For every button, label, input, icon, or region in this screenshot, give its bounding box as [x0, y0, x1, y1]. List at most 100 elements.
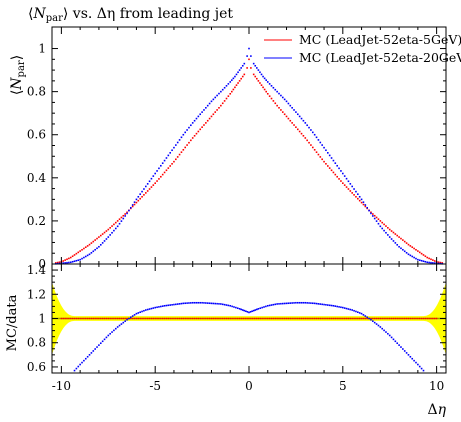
data-point-red	[383, 223, 385, 226]
data-point-red	[385, 225, 387, 227]
data-point-red	[171, 163, 173, 165]
data-point-red	[241, 75, 244, 78]
ratio-point-red	[268, 317, 271, 320]
ratio-point-red	[300, 317, 303, 320]
ratio-point-red	[220, 317, 222, 320]
ratio-point-red	[143, 317, 145, 320]
data-point-red	[250, 67, 252, 69]
data-point-red	[377, 218, 380, 220]
data-point-blue	[150, 177, 153, 180]
data-point-blue	[334, 162, 337, 164]
ratio-point-red	[334, 317, 336, 320]
data-point-red	[148, 188, 151, 190]
ratio-point-red	[154, 317, 156, 320]
ratio-point-red	[182, 317, 185, 320]
ratio-point-blue	[171, 304, 173, 306]
data-point-red	[201, 126, 203, 128]
data-point-red	[364, 205, 367, 208]
ratio-point-red	[203, 317, 205, 320]
ratio-point-blue	[118, 324, 121, 327]
data-point-blue	[274, 88, 277, 91]
ratio-point-blue	[291, 302, 293, 304]
ratio-point-red	[370, 317, 372, 320]
ratio-point-blue	[349, 308, 352, 311]
data-point-red	[418, 251, 421, 254]
ratio-point-blue	[304, 301, 307, 304]
data-point-red	[99, 234, 102, 237]
ratio-point-blue	[330, 304, 333, 307]
data-point-blue	[338, 167, 340, 170]
ratio-point-red	[199, 317, 201, 320]
data-point-blue	[208, 102, 211, 105]
data-point-red	[173, 160, 175, 163]
ratio-point-red	[317, 317, 320, 320]
ratio-point-blue	[340, 306, 342, 309]
data-point-blue	[366, 206, 368, 209]
ratio-point-red	[141, 317, 143, 320]
data-point-blue	[377, 222, 380, 225]
data-point-blue	[358, 195, 361, 198]
ratio-point-blue	[372, 320, 374, 322]
ratio-point-red	[434, 317, 436, 320]
data-point-blue	[347, 180, 350, 183]
ratio-point-red	[379, 317, 382, 320]
data-point-blue	[229, 81, 232, 83]
data-point-red	[433, 260, 436, 262]
ratio-point-blue	[272, 303, 275, 306]
ratio-point-blue	[206, 302, 209, 304]
ratio-point-red	[145, 317, 147, 320]
ratio-point-blue	[287, 302, 290, 305]
ratio-point-blue	[214, 302, 217, 305]
y-tick-label: 0	[38, 257, 46, 271]
ratio-point-blue	[199, 301, 202, 304]
data-point-blue	[302, 119, 305, 122]
data-point-blue	[122, 217, 125, 220]
ratio-point-blue	[175, 303, 177, 306]
data-point-blue	[298, 115, 301, 118]
data-point-blue	[101, 242, 104, 244]
x-tick-label: -5	[149, 379, 161, 393]
ratio-point-blue	[218, 303, 220, 305]
ratio-point-red	[212, 317, 215, 320]
x-tick-label: 10	[429, 379, 444, 393]
data-point-red	[293, 124, 295, 126]
data-point-blue	[295, 111, 297, 113]
data-point-red	[272, 100, 275, 102]
data-point-red	[158, 178, 160, 180]
data-point-blue	[375, 220, 378, 222]
ratio-point-blue	[317, 303, 320, 305]
ratio-point-red	[207, 317, 209, 320]
ratio-point-blue	[73, 369, 76, 372]
data-point-blue	[385, 231, 387, 234]
ratio-point-blue	[143, 309, 145, 312]
data-point-blue	[243, 62, 246, 65]
data-point-blue	[197, 115, 200, 118]
ratio-point-blue	[289, 302, 292, 304]
ratio-point-red	[171, 317, 173, 320]
data-point-red	[304, 137, 307, 139]
ratio-point-blue	[201, 301, 203, 304]
ratio-point-blue	[413, 359, 415, 362]
data-point-blue	[128, 209, 130, 212]
data-point-blue	[426, 261, 429, 264]
data-point-red	[195, 132, 198, 135]
data-point-blue	[332, 159, 335, 162]
data-point-blue	[262, 75, 264, 78]
ratio-point-blue	[240, 308, 242, 311]
ratio-point-red	[255, 317, 258, 320]
data-point-blue	[83, 256, 85, 259]
data-point-red	[206, 119, 209, 122]
ratio-point-blue	[96, 346, 98, 348]
ratio-point-red	[64, 317, 66, 320]
ratio-point-red	[192, 317, 194, 320]
ratio-point-blue	[388, 334, 391, 337]
ratio-point-blue	[122, 321, 125, 324]
data-point-red	[422, 254, 425, 256]
main-y-axis: 0 0.2 0.4 0.6 0.8 1	[27, 42, 446, 271]
data-point-blue	[98, 245, 100, 248]
ratio-point-red	[321, 317, 323, 320]
legend-label-20gev: MC (LeadJet-52eta-20GeV)	[299, 50, 461, 65]
data-point-red	[107, 228, 110, 231]
data-point-red	[281, 111, 284, 113]
